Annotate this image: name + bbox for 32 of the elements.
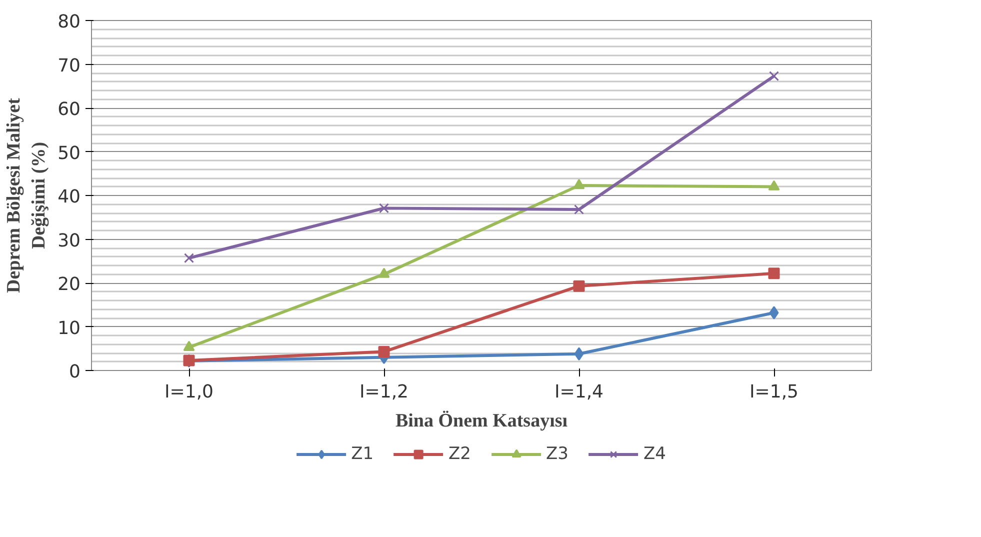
x-tick-label: I=1,5 bbox=[749, 382, 799, 402]
y-tick-label: 10 bbox=[58, 318, 80, 339]
point bbox=[379, 203, 389, 214]
point bbox=[768, 268, 780, 280]
x-tick-label: I=1,0 bbox=[164, 382, 214, 402]
point bbox=[183, 340, 195, 351]
point bbox=[184, 253, 194, 264]
y-tick-label: 60 bbox=[58, 99, 80, 120]
x-axis-title: Bina Önem Katsayısı bbox=[395, 410, 568, 432]
y-tick-label: 50 bbox=[58, 142, 80, 164]
y-tick-label: 0 bbox=[69, 362, 80, 382]
legend-label: Z3 bbox=[546, 444, 568, 464]
point bbox=[378, 346, 390, 358]
legend-label: Z4 bbox=[643, 444, 666, 464]
point bbox=[378, 268, 390, 278]
y-tick-label: 80 bbox=[58, 12, 80, 32]
point bbox=[769, 306, 779, 320]
point bbox=[769, 71, 779, 82]
point bbox=[573, 280, 585, 292]
x-tick-label: I=1,2 bbox=[359, 382, 409, 402]
point bbox=[574, 347, 584, 361]
y-tick-label: 70 bbox=[58, 55, 80, 76]
y-tick-label: 20 bbox=[58, 274, 80, 295]
point bbox=[573, 178, 585, 190]
y-axis-title: Deprem Bölgesi Maliyet Değişimi (%) bbox=[3, 97, 50, 293]
point bbox=[768, 180, 780, 190]
y-tick-label: 40 bbox=[58, 186, 80, 208]
x-tick-label: I=1,4 bbox=[554, 382, 604, 402]
legend-label: Z1 bbox=[351, 444, 374, 464]
point bbox=[574, 204, 584, 214]
y-tick-label: 30 bbox=[58, 230, 80, 252]
legend-label: Z2 bbox=[448, 444, 471, 464]
